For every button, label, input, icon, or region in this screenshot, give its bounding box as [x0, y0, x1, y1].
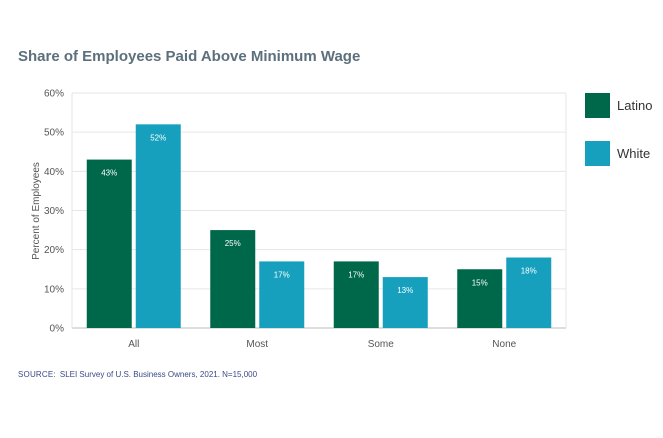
y-tick-label: 50%: [44, 128, 64, 139]
y-tick-label: 20%: [44, 245, 64, 256]
legend: Latino White: [585, 92, 652, 188]
y-axis-ticks: 0% 10% 20% 30% 40% 50% 60%: [44, 89, 64, 335]
data-label: 13%: [397, 286, 413, 295]
y-tick-label: 0%: [50, 324, 65, 335]
y-tick-label: 40%: [44, 167, 64, 178]
legend-item-white[interactable]: White: [585, 140, 652, 166]
y-tick-label: 30%: [44, 206, 64, 217]
data-label: 18%: [521, 267, 537, 276]
data-label: 25%: [225, 239, 241, 248]
bar-latino-most[interactable]: [210, 230, 256, 328]
data-label: 43%: [101, 169, 117, 178]
data-label: 17%: [348, 270, 364, 279]
data-label: 15%: [472, 278, 488, 287]
bar-white-most[interactable]: [259, 261, 305, 328]
bar-latino-some[interactable]: [333, 261, 379, 328]
x-axis-ticks: All Most Some None: [128, 339, 516, 350]
gridlines: [71, 92, 567, 329]
legend-label-white: White: [617, 145, 651, 161]
x-tick-label: Most: [246, 339, 268, 350]
bar-white-some[interactable]: [382, 277, 428, 328]
data-label: 52%: [150, 133, 166, 142]
bars: 43% 52% 25% 17% 17% 13% 15% 18%: [86, 124, 552, 329]
source-text: SLEI Survey of U.S. Business Owners, 202…: [59, 370, 258, 379]
data-label: 17%: [274, 270, 290, 279]
y-tick-label: 60%: [44, 89, 64, 100]
x-tick-label: All: [128, 339, 139, 350]
y-axis-label: Percent of Employees: [31, 162, 42, 260]
bar-white-all[interactable]: [135, 124, 181, 328]
legend-swatch-white: [585, 140, 610, 166]
source-note: SOURCE: SLEI Survey of U.S. Business Owne…: [18, 370, 257, 379]
source-label: SOURCE:: [18, 370, 56, 379]
legend-swatch-latino: [585, 92, 610, 118]
y-tick-label: 10%: [44, 284, 64, 295]
x-tick-label: None: [492, 339, 516, 350]
bar-latino-all[interactable]: [86, 159, 132, 328]
chart-title: Share of Employees Paid Above Minimum Wa…: [18, 48, 361, 65]
legend-label-latino: Latino: [617, 97, 653, 113]
x-tick-label: Some: [368, 339, 395, 350]
bar-white-none[interactable]: [506, 257, 552, 329]
legend-item-latino[interactable]: Latino: [585, 92, 652, 118]
bar-latino-none[interactable]: [457, 269, 503, 328]
